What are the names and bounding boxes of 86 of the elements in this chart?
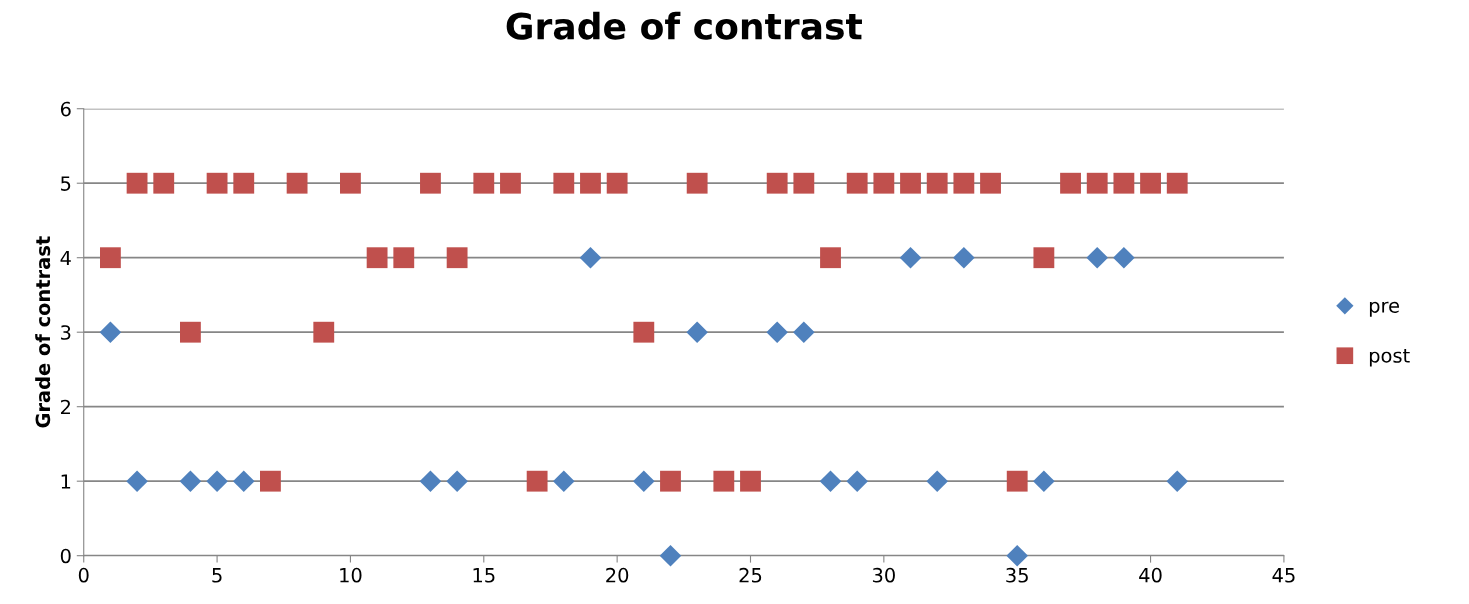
x-tick-label: 15 (473, 568, 495, 583)
x-tick-label: 45 (1272, 568, 1295, 583)
point (419, 470, 442, 492)
y-tick-label: 4 (60, 250, 71, 266)
point (179, 470, 202, 492)
point (1086, 172, 1108, 194)
point (500, 172, 521, 194)
x-tick-label: 10 (340, 567, 362, 583)
point (953, 246, 975, 269)
point (686, 321, 708, 343)
legend-label: post (1369, 348, 1410, 367)
x-tick-label: 25 (739, 567, 762, 583)
y-tick-label: 3 (61, 325, 71, 340)
y-tick-label: 5 (61, 176, 71, 191)
point (153, 172, 175, 194)
x-tick-label: 0 (78, 567, 89, 583)
point (1166, 172, 1188, 194)
point (526, 470, 548, 492)
x-tick-label: 40 (1139, 567, 1162, 583)
point (633, 321, 655, 343)
point (713, 470, 735, 492)
chart-title: Grade of contrast (506, 11, 862, 40)
legend-label: pre (1369, 301, 1400, 317)
point (1086, 246, 1109, 269)
point (846, 470, 868, 492)
y-tick-label: 6 (60, 101, 71, 117)
point (446, 247, 468, 269)
point (313, 321, 335, 343)
point (900, 172, 921, 194)
x-tick-label: 35 (1006, 567, 1028, 583)
point (793, 172, 815, 194)
point (633, 470, 655, 492)
point (340, 172, 361, 194)
point (232, 470, 255, 492)
point (793, 321, 815, 343)
point (126, 470, 148, 492)
x-tick-label: 5 (212, 568, 222, 583)
point (1033, 470, 1055, 492)
x-tick-label: 20 (606, 567, 629, 583)
point (126, 172, 148, 194)
point (553, 172, 575, 194)
point (1113, 246, 1135, 269)
point (206, 470, 228, 492)
point (580, 172, 601, 194)
point (206, 172, 228, 194)
point (766, 321, 788, 343)
point (873, 172, 895, 194)
point (473, 172, 495, 194)
point (1113, 172, 1135, 194)
point (660, 470, 681, 492)
y-tick-label: 1 (61, 474, 71, 489)
point (99, 321, 122, 343)
x-tick-label: 30 (872, 567, 895, 583)
point (260, 470, 281, 492)
point (686, 172, 708, 194)
y-tick-label: 0 (60, 548, 71, 564)
point (233, 172, 255, 194)
point (420, 172, 441, 194)
point (366, 247, 388, 269)
point (553, 470, 575, 492)
point (820, 247, 841, 269)
point (606, 172, 628, 194)
point (659, 544, 682, 567)
point (740, 470, 761, 492)
point (899, 246, 922, 269)
point (180, 321, 201, 343)
point (926, 470, 948, 492)
point (286, 172, 308, 194)
point (1033, 247, 1055, 269)
point (393, 247, 415, 269)
point (1006, 470, 1028, 492)
point (1140, 172, 1161, 194)
point (953, 172, 975, 194)
y-tick-label: 2 (60, 399, 70, 415)
point (766, 172, 788, 194)
point (579, 246, 602, 269)
y-axis-title: Grade of contrast (35, 236, 51, 428)
point (819, 470, 842, 492)
point (846, 172, 868, 194)
point (1166, 470, 1189, 492)
point (1060, 172, 1081, 194)
point (980, 172, 1001, 194)
point (446, 470, 468, 492)
point (99, 247, 121, 269)
point (926, 172, 948, 194)
point (1006, 544, 1028, 567)
